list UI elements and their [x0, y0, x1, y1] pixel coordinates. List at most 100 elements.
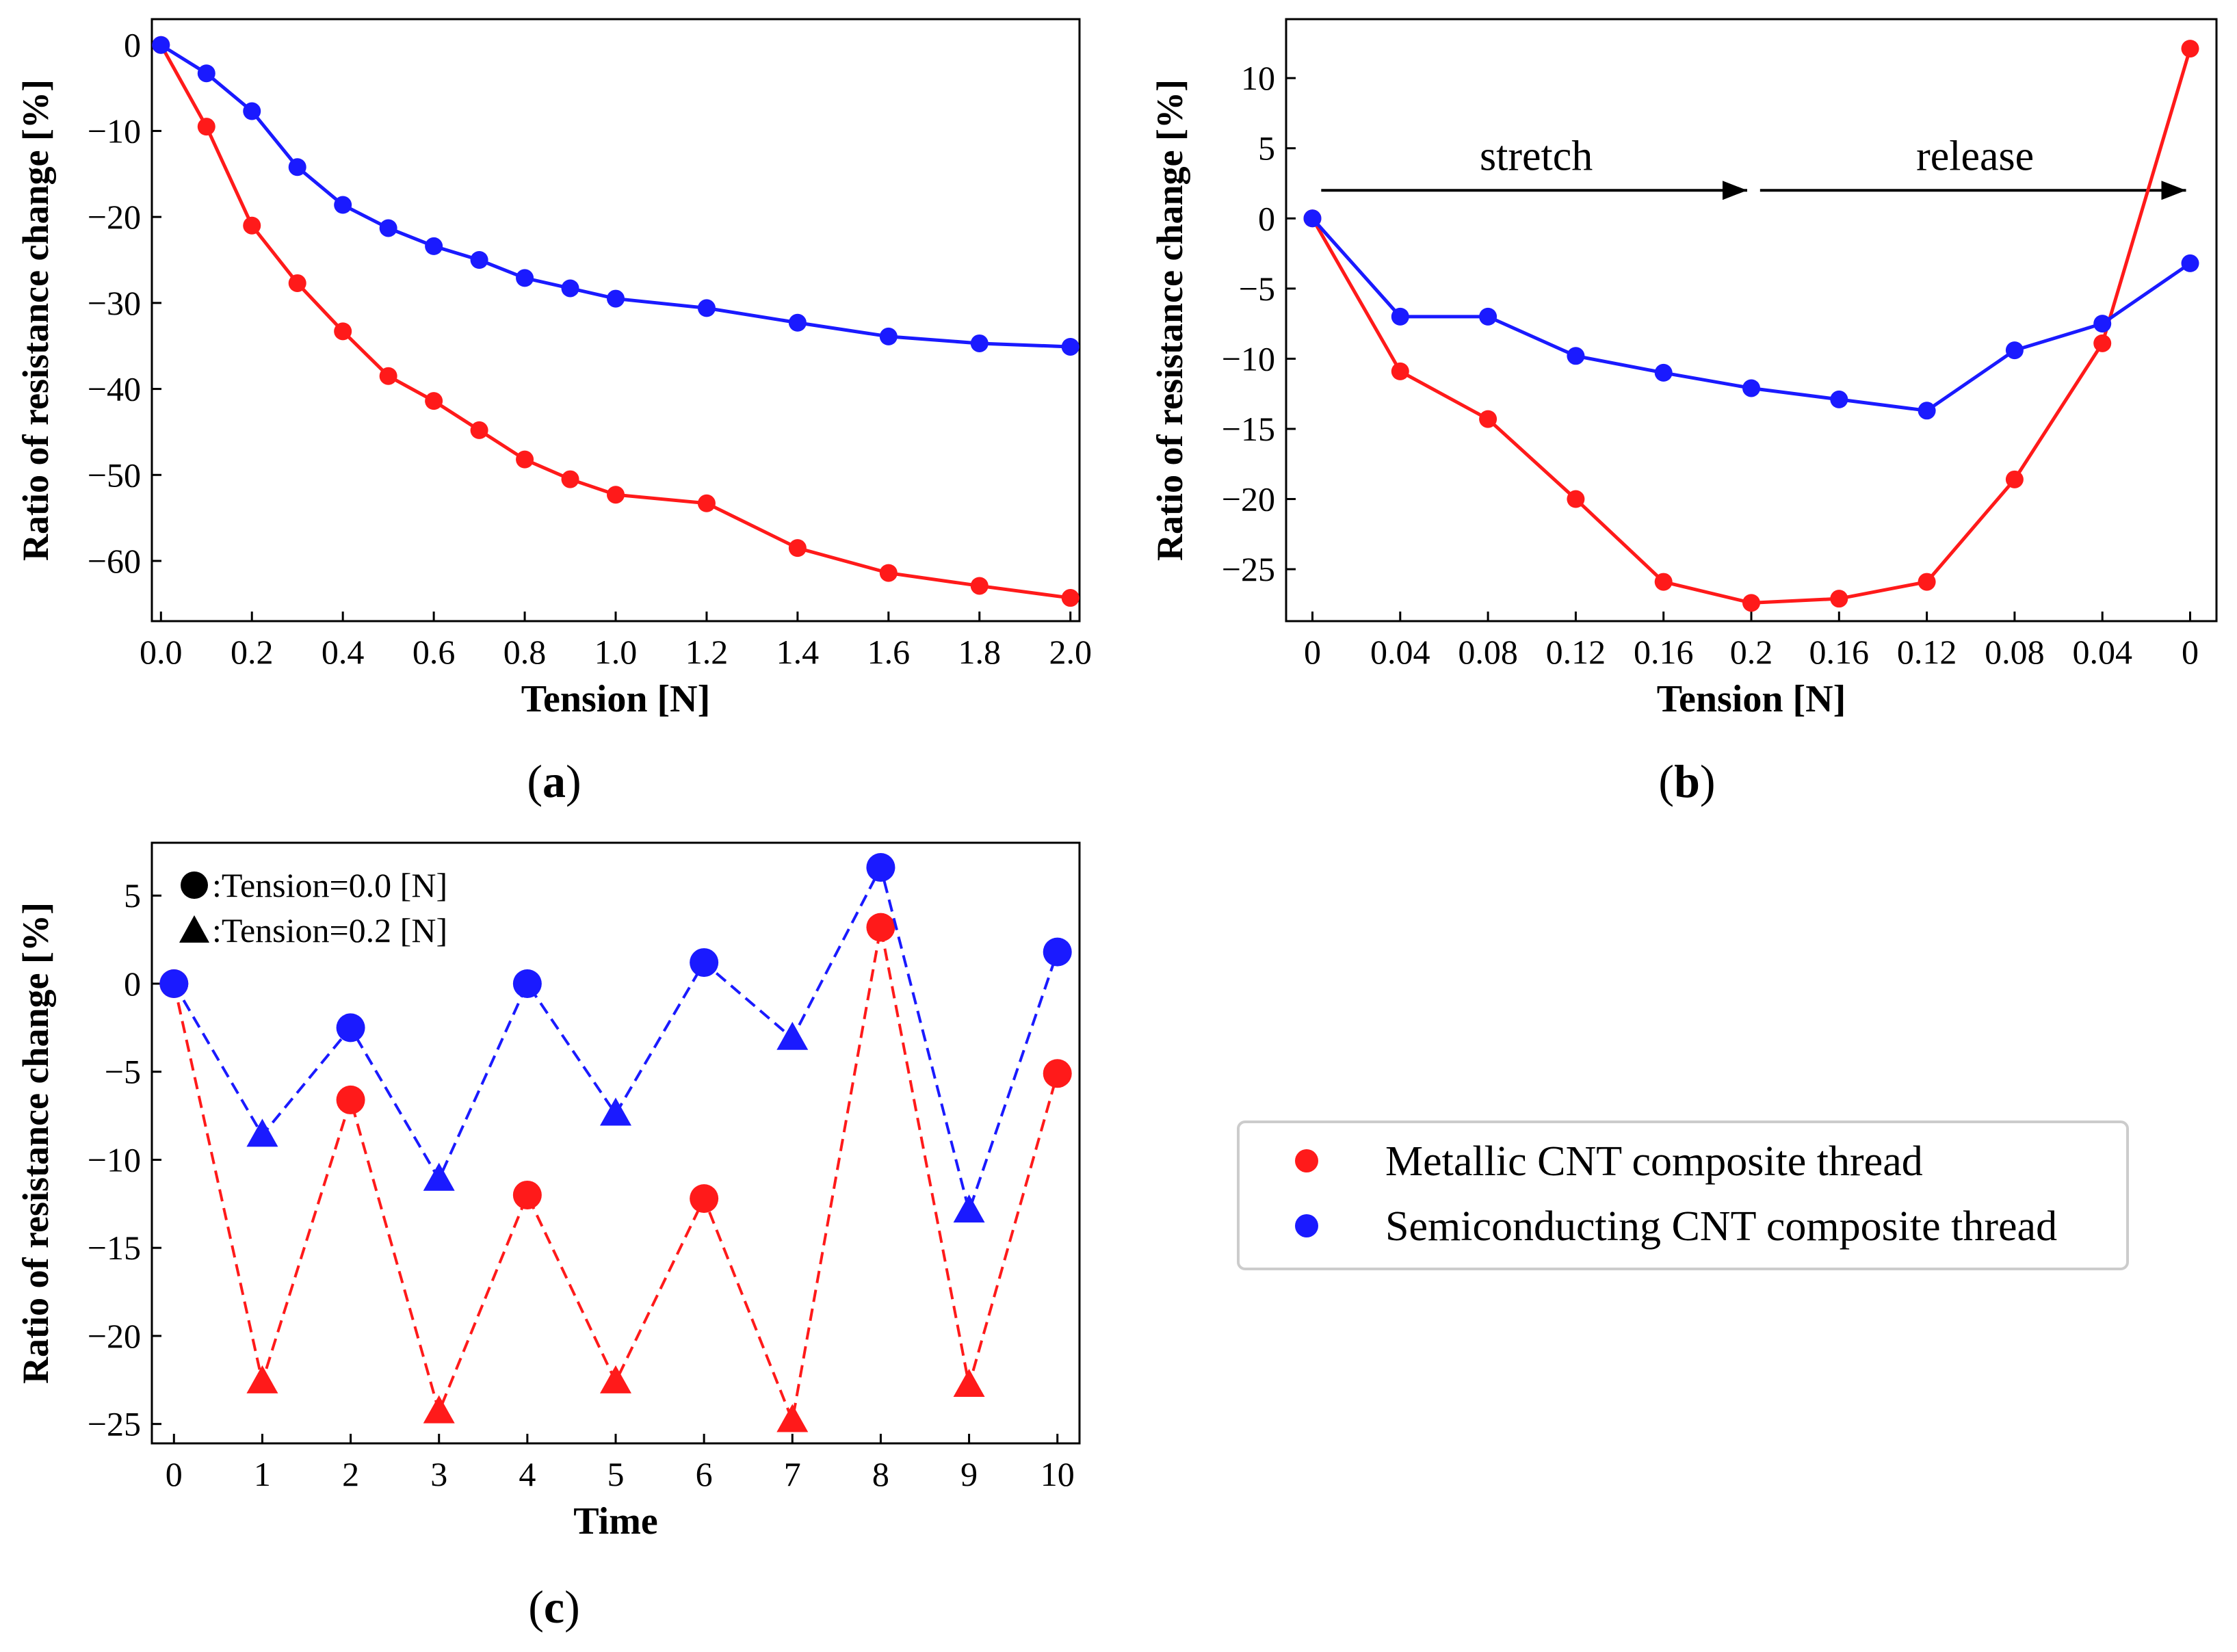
x-tick-label-b: 0 — [1304, 633, 1321, 671]
data-point-metallic-c — [423, 1395, 455, 1424]
data-point-semiconducting-b — [1567, 347, 1585, 365]
y-tick-label-b: −5 — [1239, 270, 1275, 308]
y-tick-label-b: −25 — [1222, 550, 1275, 588]
x-tick-label-b: 0.04 — [1370, 633, 1430, 671]
data-point-metallic-b — [1567, 490, 1585, 508]
legend-frame — [1237, 1120, 2129, 1270]
data-point-metallic-c — [512, 1180, 542, 1209]
legend: Metallic CNT composite thread Semiconduc… — [1237, 1120, 2129, 1270]
plot-frame-b — [1285, 18, 2218, 622]
x-tick-label-b: 0.16 — [1634, 633, 1694, 671]
y-axis-label-c: Ratio of resistance change [%] — [15, 902, 56, 1384]
x-tick-label-a: 1.0 — [594, 633, 638, 671]
x-tick-label-b: 0.16 — [1809, 633, 1870, 671]
x-tick-label-a: 1.8 — [958, 633, 1002, 671]
data-point-metallic-b — [2181, 40, 2199, 58]
data-point-metallic-b — [1830, 590, 1848, 608]
data-point-semiconducting-c — [336, 1013, 365, 1043]
data-point-metallic-a — [788, 539, 807, 558]
data-point-metallic-c — [246, 1365, 278, 1393]
data-point-metallic-a — [288, 274, 306, 292]
x-tick-label-a: 0.4 — [322, 633, 365, 671]
data-point-semiconducting-a — [561, 279, 579, 298]
y-tick-label-a: 0 — [124, 26, 141, 64]
x-axis-label-b: Tension [N] — [1657, 678, 1846, 720]
data-point-semiconducting-b — [1654, 363, 1673, 382]
data-point-metallic-c — [953, 1369, 985, 1398]
data-point-semiconducting-c — [512, 969, 542, 998]
data-point-semiconducting-a — [697, 299, 716, 317]
data-point-semiconducting-a — [607, 289, 625, 308]
legend-label-semiconducting: Semiconducting CNT composite thread — [1385, 1203, 2057, 1250]
x-tick-label-a: 1.2 — [685, 633, 729, 671]
data-point-semiconducting-a — [243, 102, 261, 120]
x-tick-label-c: 7 — [784, 1455, 801, 1493]
data-point-metallic-a — [243, 216, 261, 235]
data-point-metallic-b — [1479, 410, 1497, 428]
data-point-metallic-b — [1391, 362, 1409, 380]
data-point-metallic-c — [776, 1404, 809, 1432]
legend-marker-metallic — [1295, 1149, 1318, 1172]
x-tick-label-a: 1.4 — [776, 633, 820, 671]
data-point-semiconducting-a — [879, 327, 898, 345]
y-tick-label-c: −15 — [88, 1229, 141, 1267]
data-point-metallic-a — [1061, 589, 1080, 607]
data-point-semiconducting-b — [1742, 379, 1760, 397]
y-tick-label-b: 0 — [1258, 199, 1275, 237]
series-line-semiconducting-c — [172, 863, 1059, 1216]
annotation-label-stretch: stretch — [1480, 133, 1593, 179]
data-point-metallic-c — [600, 1365, 631, 1393]
data-point-metallic-a — [879, 564, 898, 582]
x-axis-label-c: Time — [573, 1500, 657, 1543]
data-point-metallic-b — [2093, 334, 2112, 352]
data-point-semiconducting-c — [776, 1021, 809, 1050]
x-tick-label-b: 0 — [2182, 633, 2199, 671]
x-tick-label-c: 2 — [342, 1455, 359, 1493]
x-tick-label-a: 0.8 — [503, 633, 547, 671]
x-tick-label-b: 0.12 — [1897, 633, 1957, 671]
y-tick-label-c: 5 — [124, 876, 141, 915]
data-point-semiconducting-c — [1043, 937, 1072, 967]
caption-b: (b) — [1658, 755, 1715, 807]
data-point-semiconducting-c — [159, 969, 189, 998]
x-tick-label-c: 9 — [960, 1455, 978, 1493]
data-point-metallic-a — [697, 494, 716, 512]
data-point-semiconducting-a — [425, 237, 443, 255]
data-point-semiconducting-a — [788, 313, 807, 332]
y-tick-label-a: −50 — [88, 456, 141, 494]
data-point-metallic-c — [1043, 1059, 1072, 1088]
data-point-semiconducting-c — [423, 1162, 455, 1191]
marker-legend-label-circle: :Tension=0.0 [N] — [212, 866, 447, 904]
data-point-semiconducting-c — [690, 948, 719, 978]
data-point-semiconducting-c — [246, 1118, 278, 1147]
data-point-metallic-b — [1742, 594, 1760, 612]
data-point-semiconducting-c — [953, 1194, 985, 1223]
data-point-metallic-a — [970, 577, 989, 595]
x-tick-label-c: 1 — [254, 1455, 271, 1493]
x-tick-label-c: 5 — [607, 1455, 625, 1493]
y-tick-label-c: −10 — [88, 1140, 141, 1179]
x-tick-label-b: 0.2 — [1730, 633, 1773, 671]
x-axis-label-a: Tension [N] — [521, 678, 710, 720]
series-line-metallic-a — [159, 44, 1071, 600]
data-point-semiconducting-a — [197, 64, 215, 83]
marker-legend-circle-icon — [181, 871, 208, 899]
data-point-semiconducting-c — [600, 1097, 631, 1126]
data-point-semiconducting-b — [2181, 254, 2199, 272]
data-point-semiconducting-a — [334, 196, 352, 214]
x-tick-label-a: 0.0 — [140, 633, 183, 671]
marker-legend-label-triangle: :Tension=0.2 [N] — [212, 911, 447, 949]
x-tick-label-a: 0.2 — [231, 633, 274, 671]
data-point-semiconducting-b — [1918, 402, 1936, 420]
series-line-metallic-c — [172, 927, 1059, 1426]
y-tick-label-b: 5 — [1258, 129, 1275, 168]
data-point-semiconducting-a — [288, 158, 306, 176]
x-tick-label-b: 0.12 — [1546, 633, 1606, 671]
y-tick-label-a: −10 — [88, 112, 141, 150]
plot-frame-a — [151, 18, 1081, 622]
x-tick-label-c: 10 — [1041, 1455, 1075, 1493]
x-tick-label-b: 0.04 — [2072, 633, 2132, 671]
data-point-semiconducting-b — [1830, 390, 1848, 408]
x-tick-label-c: 3 — [430, 1455, 447, 1493]
